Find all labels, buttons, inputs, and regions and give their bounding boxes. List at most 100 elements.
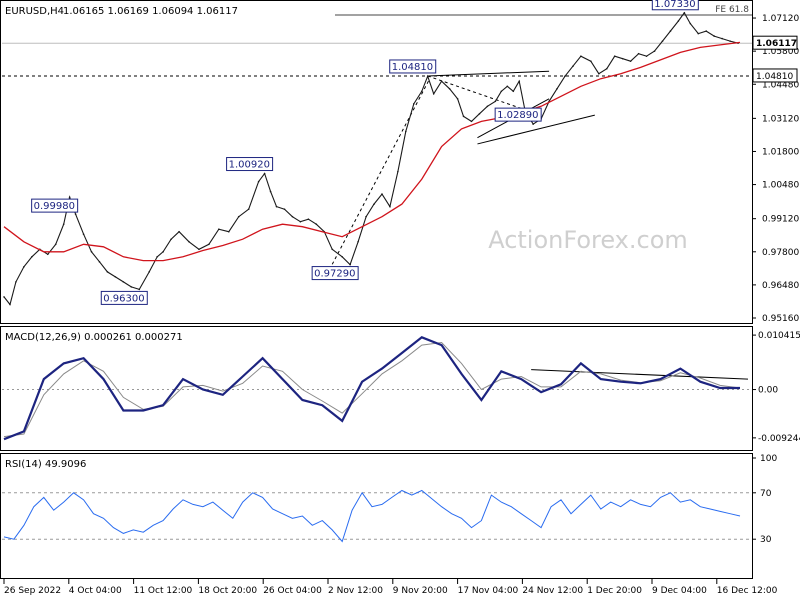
price-layer: 0.99980 0.96300 1.00920 0.97290 1.04810 1.028… [2, 0, 752, 306]
swing-point-label: 1.07330 [654, 0, 695, 10]
trendline [477, 114, 595, 145]
price-point [3, 296, 5, 298]
price-level-tag [752, 68, 798, 83]
fe-label: FE 61.8 [715, 5, 749, 15]
trendline [427, 70, 550, 77]
macd-title: MACD(12,26,9) 0.000261 0.000271 [5, 332, 183, 343]
macd-line [3, 336, 740, 441]
price-point [500, 90, 503, 93]
swing-point-box [651, 0, 699, 11]
macd-trendline [531, 369, 749, 380]
watermark: ActionForex.com [488, 226, 688, 254]
price-y-tick-label: 0.99120 [762, 215, 799, 225]
price-point [315, 223, 318, 225]
price-point [605, 67, 608, 70]
price-point [341, 256, 343, 258]
swing-point-label: 1.02890 [497, 110, 538, 121]
price-point [405, 130, 407, 133]
price-point [532, 123, 534, 125]
price-point [506, 85, 509, 88]
price-point [629, 60, 632, 62]
price-point [556, 87, 558, 90]
price-point [389, 205, 391, 208]
price-point [357, 240, 359, 243]
price-point [74, 213, 77, 215]
price-point [486, 105, 489, 108]
swing-point-label: 1.00920 [229, 160, 270, 171]
price-point [426, 75, 429, 78]
price-point [218, 228, 220, 231]
trendline [427, 75, 534, 114]
price-point [331, 248, 334, 251]
x-tick-label: 1 Dec 20:00 [587, 586, 642, 596]
price-point [713, 35, 715, 37]
price-point [208, 243, 210, 246]
price-point [645, 55, 648, 57]
swing-point-box [494, 107, 542, 122]
price-point [440, 80, 443, 83]
price-point [677, 20, 680, 22]
rsi-y-tick-label: 70 [760, 489, 772, 499]
price-point [31, 256, 33, 258]
price-point [257, 180, 260, 183]
swing-point-label: 1.04810 [392, 62, 433, 73]
price-point [420, 90, 423, 93]
price-point [397, 170, 399, 173]
price-point [432, 92, 435, 95]
axes-layer: 1.07120 1.05800 1.04480 1.03120 1.01800 1.004… [3, 14, 800, 596]
price-level-tag [752, 35, 798, 50]
price-point [470, 120, 473, 123]
x-tick-label: 4 Oct 04:00 [69, 586, 122, 596]
price-point [448, 87, 451, 90]
price-point [621, 57, 624, 60]
rsi-title: RSI(14) 49.9096 [5, 459, 86, 470]
price-point [106, 271, 109, 273]
price-point [291, 215, 294, 218]
price-point [683, 11, 686, 14]
price-point [478, 113, 481, 115]
price-y-tick-label: 1.01800 [762, 147, 799, 157]
price-point [456, 97, 459, 100]
price-point [269, 190, 272, 193]
price-point [512, 90, 515, 93]
x-tick-label: 26 Sep 2022 [4, 586, 61, 596]
price-point [9, 303, 11, 306]
swing-point-label: 0.96300 [103, 293, 144, 304]
price-point [82, 233, 85, 236]
swing-point-box [100, 290, 148, 305]
price-point [15, 281, 17, 283]
macd-signal-line [3, 341, 741, 438]
price-point [62, 223, 65, 225]
x-tick-label: 11 Oct 12:00 [134, 586, 193, 596]
x-tick-label: 16 Dec 12:00 [717, 586, 778, 596]
price-point [98, 261, 101, 263]
symbol-label: EURUSD,H4 [5, 6, 64, 17]
price-point [613, 55, 616, 57]
ohlc-label: 1.06165 1.06169 1.06094 1.06117 [63, 6, 238, 17]
x-tick-label: 9 Nov 20:00 [393, 586, 448, 596]
trendline [331, 78, 431, 265]
swing-point-box [311, 266, 359, 281]
price-point [373, 203, 375, 205]
rsi-y-tick-label: 30 [760, 535, 772, 545]
price-point [307, 218, 310, 220]
price-y-tick-label: 1.04480 [762, 80, 799, 90]
price-point [598, 72, 600, 75]
price-point [156, 256, 158, 258]
price-point [275, 205, 278, 208]
macd-y-tick-label: 0.010415 [758, 331, 800, 341]
price-point [572, 65, 574, 67]
swing-point-label: 0.99980 [34, 201, 75, 212]
x-tick-label: 18 Oct 20:00 [198, 586, 257, 596]
price-point [162, 250, 164, 253]
price-point [247, 208, 250, 210]
price-point [697, 32, 700, 35]
price-point [198, 248, 200, 251]
price-point [299, 220, 302, 223]
price-point [148, 271, 151, 273]
price-point [564, 75, 566, 78]
swing-point-label: 0.97290 [314, 269, 355, 280]
x-tick-label: 26 Oct 04:00 [263, 586, 322, 596]
